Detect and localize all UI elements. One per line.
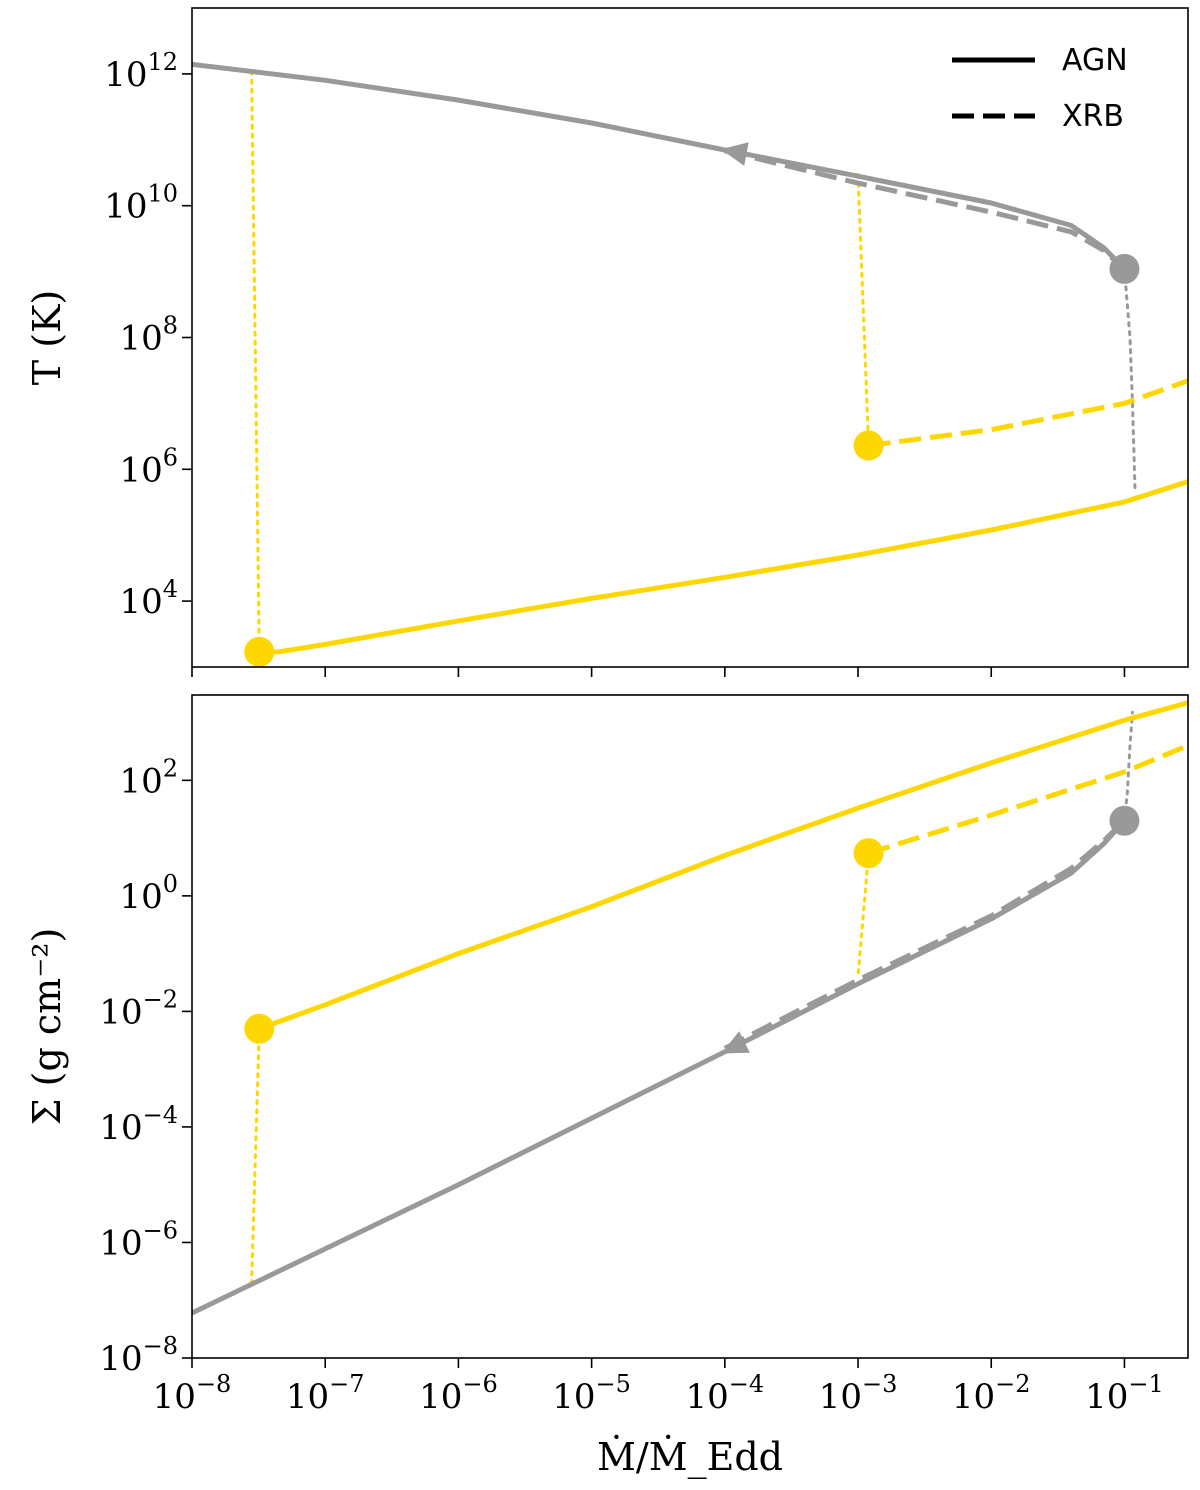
plot-area <box>192 700 1188 1316</box>
series-line-dashed <box>867 743 1188 856</box>
state-marker <box>244 636 275 667</box>
x-axis-label: Ṁ/Ṁ_Edd <box>597 1435 783 1480</box>
series-line-dashed <box>724 148 1127 271</box>
series-line-dotted <box>856 851 871 979</box>
state-marker <box>1109 805 1140 836</box>
legend-label: XRB <box>1062 99 1124 134</box>
legend-label: AGN <box>1062 43 1128 78</box>
y-tick-label: 106 <box>119 443 178 490</box>
y-tick-label: 10−4 <box>99 1101 178 1148</box>
series-line-dotted <box>856 172 871 447</box>
state-marker <box>853 430 884 461</box>
y-tick-label: 100 <box>119 870 178 917</box>
axes-frame <box>191 694 1189 1359</box>
surface-density-panel: 10−8 10−7 10−6 10−5 10−4 10−3 10−2 10−1 10−8 10−6… <box>25 694 1189 1480</box>
y-tick-label: 10−8 <box>99 1332 178 1379</box>
plot-area <box>192 61 1188 667</box>
direction-arrow <box>720 142 749 166</box>
x-tick-label: 10−4 <box>685 1370 764 1417</box>
state-marker <box>1109 253 1140 284</box>
series-line-dotted <box>1122 267 1137 491</box>
series-line-solid <box>192 61 1127 271</box>
x-tick-label: 10−5 <box>552 1370 631 1417</box>
y-axis-label: T (K) <box>25 290 69 385</box>
series-line-solid <box>192 819 1127 1316</box>
x-tick-label: 10−2 <box>952 1370 1031 1417</box>
series-line-dotted <box>250 69 261 654</box>
series-line-solid <box>258 700 1188 1032</box>
y-tick-label: 10−2 <box>99 985 178 1032</box>
y-tick-label: 104 <box>119 575 178 622</box>
series-line-dashed <box>868 378 1188 448</box>
legend: AGN XRB <box>952 43 1128 134</box>
x-tick-label: 10−3 <box>819 1370 898 1417</box>
y-tick-label: 1012 <box>104 48 178 95</box>
y-tick-label: 1010 <box>104 180 178 227</box>
x-tick-label: 10−7 <box>286 1370 365 1417</box>
series-line-dotted <box>1122 710 1134 823</box>
state-marker <box>244 1013 275 1044</box>
y-tick-label: 102 <box>119 754 178 801</box>
x-tick-label: 10−1 <box>1085 1370 1164 1417</box>
series-line-dashed <box>723 818 1127 1051</box>
direction-arrow <box>721 1031 750 1054</box>
y-axis-label: Σ (g cm⁻²) <box>25 928 69 1126</box>
state-marker <box>853 838 884 869</box>
series-line-solid <box>259 479 1188 655</box>
x-tick-label: 10−6 <box>419 1370 498 1417</box>
axes-frame <box>191 7 1189 668</box>
y-tick-label: 108 <box>119 312 178 359</box>
temperature-panel: 104 106 108 1010 1012 T (K) AGN XRB <box>25 7 1189 677</box>
series-line-dotted <box>250 1027 261 1285</box>
x-tick-label: 10−8 <box>153 1370 232 1417</box>
y-tick-label: 10−6 <box>99 1216 178 1263</box>
